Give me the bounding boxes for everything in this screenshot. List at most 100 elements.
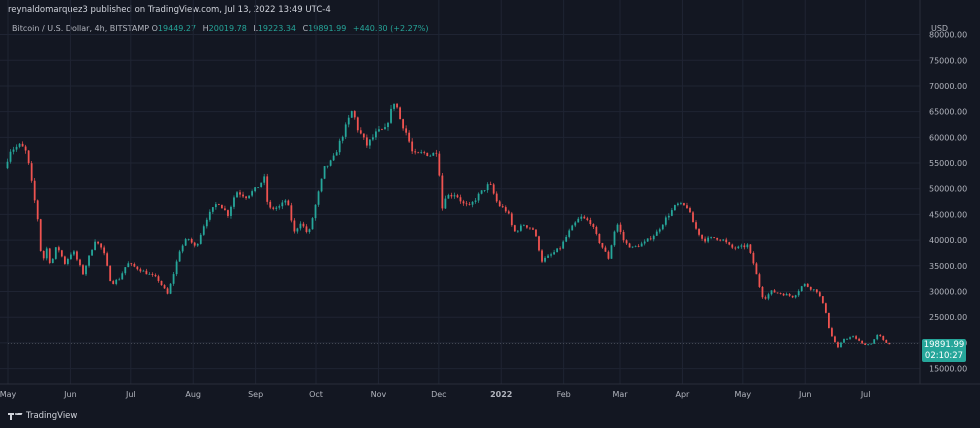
candle-body [27,150,30,164]
candle-body [305,226,308,232]
candle-body [885,339,888,343]
candle-body [661,224,664,230]
candle-body [535,229,537,237]
candle-body [453,195,456,197]
candle-body [91,249,93,256]
open-label: O [151,24,158,33]
candle-body [151,273,154,275]
symbol-name[interactable]: Bitcoin / U.S. Dollar, 4h, BITSTAMP [12,24,150,33]
candle-body [492,184,495,194]
candle-body [205,219,208,227]
candle-body [447,195,450,199]
candle-body [704,238,706,242]
candle-body [646,238,649,242]
candle-body [390,108,392,123]
candle-body [335,152,338,156]
candle-body [118,279,121,281]
time-tick-label: Feb [557,390,571,399]
candle-body [169,283,172,294]
candle-body [625,240,628,244]
candle-body [60,250,63,257]
candle-body [260,182,263,188]
candle-body [818,292,821,297]
candle-body [338,140,341,153]
candle-body [764,297,767,299]
candle-body [553,252,555,255]
candle-body [112,281,115,284]
bar-countdown: 02:10:27 [924,350,964,361]
candle-body [190,239,193,243]
time-tick-label: Mar [612,390,628,399]
candle-body [565,236,568,242]
candle-body [145,270,148,275]
candle-body [616,224,619,232]
candle-body [716,237,719,240]
candle-body [680,203,682,204]
candle-body [245,196,247,199]
candle-body [208,211,211,220]
time-tick-label: Dec [431,390,446,399]
candle-body [94,241,96,250]
candle-body [136,266,139,270]
candle-body [39,219,42,251]
candle-body [495,193,498,202]
candle-body [317,191,320,205]
candle-body [740,245,743,247]
time-tick-label: Sep [248,390,263,399]
time-tick-label: Nov [371,390,387,399]
tradingview-logo-icon[interactable] [8,412,23,421]
tradingview-brand[interactable]: TradingView [26,411,78,421]
publisher-header: reynaldomarquez3 published on TradingVie… [8,5,331,15]
candle-body [809,286,812,290]
candle-body [713,237,716,238]
candle-body [402,119,404,129]
candle-body [18,143,21,147]
candle-body [686,205,688,209]
candle-body [375,131,377,138]
candle-body [667,215,670,218]
candle-body [221,204,223,209]
candle-body [707,237,710,242]
candle-body [239,192,241,195]
candle-body [831,328,833,337]
candle-body [154,274,157,277]
candle-body [450,195,453,197]
candle-body [843,338,845,343]
candle-body [311,218,314,230]
candle-body [356,117,359,131]
candle-body [465,203,468,205]
candle-body [438,153,441,176]
candle-body [393,103,395,109]
candle-body [815,289,818,293]
candle-body [568,230,571,237]
candle-body [498,201,501,207]
candle-body [405,128,408,133]
time-tick-label: Apr [676,390,691,399]
candle-body [299,223,302,229]
candle-body [435,152,438,154]
candle-body [577,218,580,223]
time-tick-label: Jun [798,390,812,399]
candle-body [580,216,583,219]
candle-body [124,267,127,274]
candle-body [127,263,130,268]
close-label: C [302,24,309,33]
candle-body [867,344,870,346]
candle-body [341,136,344,141]
time-tick-label: Aug [185,390,201,399]
candle-body [637,245,640,247]
candle-body [30,163,33,181]
candle-body [510,213,513,226]
candle-body [516,230,519,232]
candle-body [384,127,386,130]
candle-body [353,111,356,118]
last-price-tag: 19891.99 02:10:27 [922,339,966,362]
candle-body [571,225,574,231]
candle-body [861,340,864,344]
candle-body [550,254,552,256]
candle-body [365,137,368,146]
candles [6,103,891,349]
candle-body [417,152,420,154]
candle-body [21,143,24,147]
